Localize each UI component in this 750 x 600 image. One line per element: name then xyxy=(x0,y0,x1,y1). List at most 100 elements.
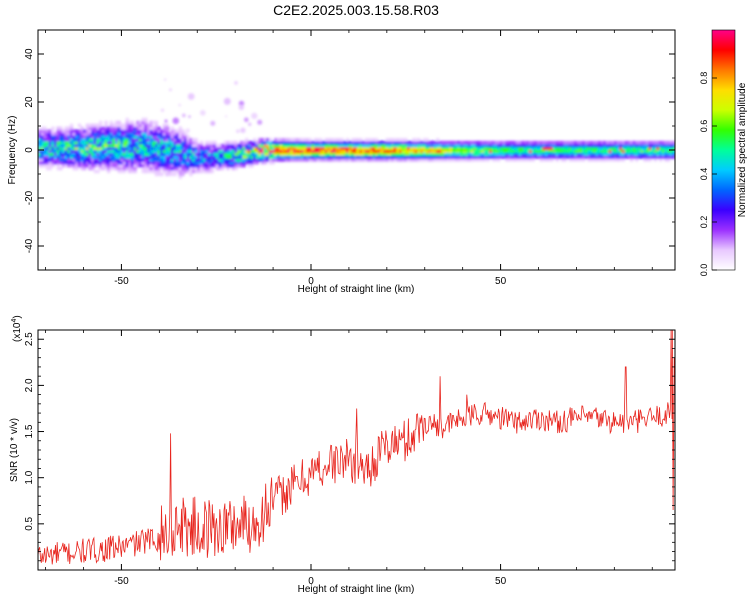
heatmap-cell xyxy=(621,143,626,148)
heatmap-cell xyxy=(534,140,538,145)
heatmap-cell xyxy=(351,158,355,162)
heatmap-cell xyxy=(327,146,331,151)
heatmap-cell xyxy=(375,143,379,148)
heatmap-cell xyxy=(614,149,618,153)
heatmap-cell xyxy=(505,143,509,148)
heatmap-cell xyxy=(178,132,182,136)
heatmap-cell xyxy=(99,138,103,142)
heatmap-cell xyxy=(149,120,153,125)
heatmap-cell xyxy=(83,140,87,145)
heatmap-cell xyxy=(160,143,164,148)
heatmap-cell xyxy=(77,152,82,156)
heatmap-cell xyxy=(446,155,450,159)
heatmap-cell xyxy=(640,146,644,151)
heatmap-cell xyxy=(46,161,50,165)
heatmap-cell xyxy=(375,146,379,151)
heatmap-cell xyxy=(430,149,435,153)
heatmap-cell xyxy=(56,143,60,148)
heatmap-cell xyxy=(300,140,305,145)
heatmap-cell xyxy=(154,140,159,145)
heatmap-cell xyxy=(351,138,355,142)
heatmap-cell xyxy=(568,140,573,145)
colorbar-ticks: 0.00.20.40.60.8 xyxy=(699,72,717,276)
heatmap-cell xyxy=(72,166,76,171)
heatmap-cell xyxy=(361,149,366,153)
heatmap-cell xyxy=(491,146,496,151)
heatmap-cell xyxy=(584,143,589,148)
heatmap-cell xyxy=(292,143,297,148)
heatmap-cell xyxy=(396,143,400,148)
heatmap-cell xyxy=(133,152,137,156)
heatmap-cell xyxy=(67,152,71,156)
heatmap-cell xyxy=(205,152,209,156)
heatmap-cell xyxy=(475,152,480,156)
heatmap-cell xyxy=(271,146,275,151)
heatmap-cell xyxy=(152,143,156,148)
heatmap-cell xyxy=(226,149,230,153)
heatmap-cell xyxy=(112,149,116,153)
heatmap-cell xyxy=(653,158,658,162)
heatmap-cell xyxy=(125,149,129,153)
heatmap-cell xyxy=(144,140,148,145)
heatmap-cell xyxy=(53,135,58,139)
heatmap-cell xyxy=(292,146,297,151)
heatmap-cell xyxy=(99,140,103,145)
colorbar: 0.00.20.40.60.8 Normalized spectral ampl… xyxy=(699,29,748,276)
heatmap-cell xyxy=(149,138,153,142)
heatmap-cell xyxy=(385,149,389,153)
heatmap-cell xyxy=(507,152,512,156)
heatmap-cell xyxy=(191,158,196,162)
heatmap-cell xyxy=(475,155,480,159)
heatmap-cell xyxy=(136,146,140,151)
heatmap-cell xyxy=(83,135,87,139)
heatmap-cell xyxy=(229,161,233,165)
heatmap-cell xyxy=(38,146,42,151)
heatmap-cell xyxy=(391,149,395,153)
heatmap-cell xyxy=(67,126,71,130)
heatmap-cell xyxy=(552,149,557,153)
heatmap-cell xyxy=(624,149,628,153)
heatmap-cell xyxy=(141,135,145,139)
heatmap-cell xyxy=(125,132,129,136)
heatmap-cell xyxy=(112,143,116,148)
heatmap-cell xyxy=(306,138,310,142)
heatmap-cell xyxy=(218,143,222,148)
heatmap-cell xyxy=(221,143,225,148)
heatmap-cell xyxy=(125,138,129,142)
heatmap-cell xyxy=(651,152,655,156)
heatmap-cell xyxy=(401,140,405,145)
heatmap-cell xyxy=(478,146,482,151)
heatmap-cell xyxy=(268,155,273,159)
heatmap-cell xyxy=(364,152,368,156)
heatmap-cell xyxy=(619,140,623,145)
heatmap-cell xyxy=(478,152,482,156)
heatmap-cell xyxy=(611,155,615,159)
heatmap-cell xyxy=(337,138,342,142)
heatmap-cell xyxy=(72,161,76,165)
heatmap-cell xyxy=(579,149,583,153)
heatmap-cell xyxy=(170,169,174,174)
heatmap-cell xyxy=(454,146,458,151)
heatmap-cell xyxy=(608,149,612,153)
heatmap-cell xyxy=(491,158,496,162)
heatmap-cell xyxy=(292,138,297,142)
heatmap-cell xyxy=(38,158,42,162)
heatmap-cell xyxy=(404,143,408,148)
heatmap-cell xyxy=(571,140,575,145)
heatmap-cell xyxy=(178,146,182,151)
heatmap-cell xyxy=(120,166,124,171)
heatmap-cell xyxy=(489,140,493,145)
heatmap-cell xyxy=(207,169,212,174)
heatmap-cell xyxy=(88,140,92,145)
heatmap-cell xyxy=(316,143,320,148)
heatmap-cell xyxy=(157,138,161,142)
heatmap-cell xyxy=(88,132,92,136)
heatmap-cell xyxy=(152,126,156,130)
heatmap-cell xyxy=(231,166,236,171)
heatmap-cell xyxy=(420,155,424,159)
heatmap-cell xyxy=(462,140,466,145)
heatmap-cell xyxy=(656,146,660,151)
heatmap-cell xyxy=(61,155,66,159)
heatmap-cell xyxy=(56,155,60,159)
heatmap-cell xyxy=(274,143,278,148)
